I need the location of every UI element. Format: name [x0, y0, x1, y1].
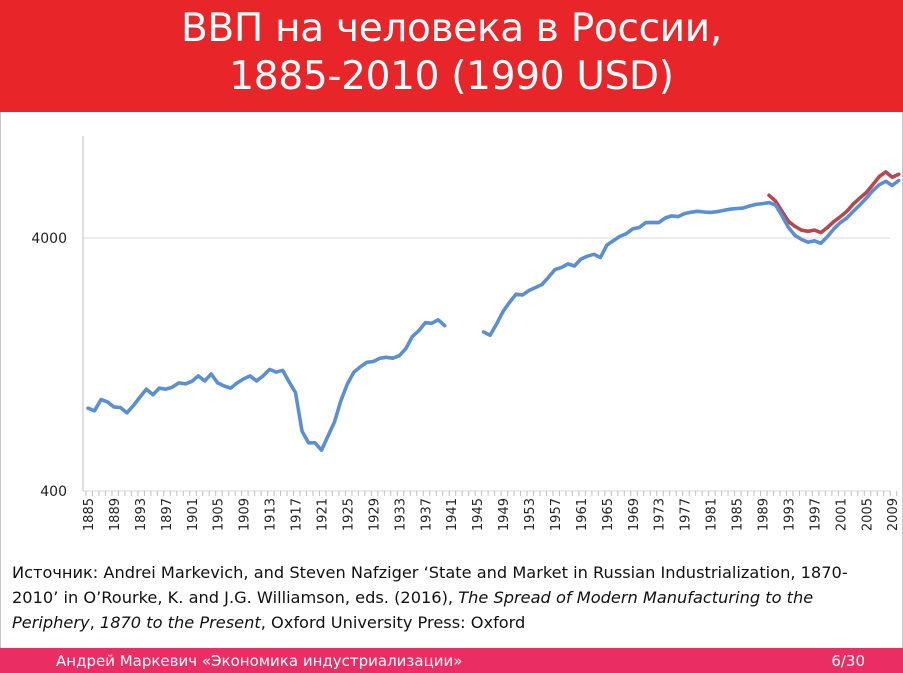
series-layer: [86, 170, 901, 453]
x-tick-label: 1957: [549, 498, 564, 531]
x-tick-label: 1889: [108, 498, 123, 531]
x-tick-label: 1965: [601, 498, 616, 531]
slide-header: ВВП на человека в России, 1885-2010 (199…: [0, 0, 903, 112]
x-tick-label: 1985: [731, 498, 746, 531]
x-tick-label: 1941: [445, 498, 460, 531]
x-tick-label: 2009: [886, 498, 901, 531]
x-tick-label: 1921: [315, 498, 330, 531]
x-tick-label: 1973: [653, 498, 668, 531]
grid-layer: [83, 237, 890, 492]
page-number: 6/30: [831, 652, 865, 670]
x-tick-label: 1937: [419, 498, 434, 531]
x-tick-label: 1925: [341, 498, 356, 531]
x-tick-label: 1989: [757, 498, 772, 531]
slide-title-line1: ВВП на человека в России,: [181, 6, 722, 51]
x-tick-label: 1945: [471, 498, 486, 531]
x-tick-label: 1917: [290, 498, 305, 531]
x-tick-label: 2001: [834, 498, 849, 531]
x-tick-label: 1905: [212, 498, 227, 531]
x-tick-label: 1953: [523, 498, 538, 531]
x-tick-label: 1885: [82, 498, 97, 531]
x-tick-label: 1893: [134, 498, 149, 531]
series-alt-line: [767, 170, 901, 235]
source-citation: Источник: Andrei Markevich, and Steven N…: [12, 560, 892, 635]
axis-layer: [82, 136, 898, 496]
x-tick-label: 1977: [679, 498, 694, 531]
source-book-title-part2: 1870 to the Present: [99, 613, 261, 632]
source-prefix: Источник: Andrei Markevich, and Steven N…: [12, 563, 848, 607]
x-tick-label: 1897: [160, 498, 175, 531]
x-tick-label: 2005: [860, 498, 875, 531]
source-book-title-part1: The Spread of Modern Manufacturing to th…: [12, 588, 814, 632]
series-main-line: [86, 317, 447, 453]
source-middle: ,: [89, 613, 100, 632]
y-tick-label: 400: [40, 484, 67, 500]
gdp-line-chart: 400 4000 1885 1889 1893 1897 1901 1905 1909 1913 1…: [31, 136, 901, 531]
x-tick-label: 1949: [497, 498, 512, 531]
x-tick-label: 1993: [782, 498, 797, 531]
x-tick-label: 1929: [367, 498, 382, 531]
x-tick-label: 1933: [393, 498, 408, 531]
x-tick-label: 1913: [264, 498, 279, 531]
label-layer: 400 4000 1885 1889 1893 1897 1901 1905 1909 1913 1…: [31, 231, 901, 531]
source-suffix: , Oxford University Press: Oxford: [260, 613, 526, 632]
y-tick-label: 4000: [31, 231, 67, 247]
x-tick-label: 1909: [238, 498, 253, 531]
x-tick-label: 1901: [186, 498, 201, 531]
x-tick-label: 1969: [627, 498, 642, 531]
x-tick-label: 1961: [575, 498, 590, 531]
series-main-line: [481, 178, 901, 338]
footer-author: Андрей Маркевич «Экономика индустриализа…: [56, 652, 463, 670]
slide-title-line2: 1885-2010 (1990 USD): [229, 54, 674, 99]
slide-footer: Андрей Маркевич «Экономика индустриализа…: [0, 648, 903, 673]
x-tick-label: 1981: [705, 498, 720, 531]
x-tick-label: 1997: [808, 498, 823, 531]
